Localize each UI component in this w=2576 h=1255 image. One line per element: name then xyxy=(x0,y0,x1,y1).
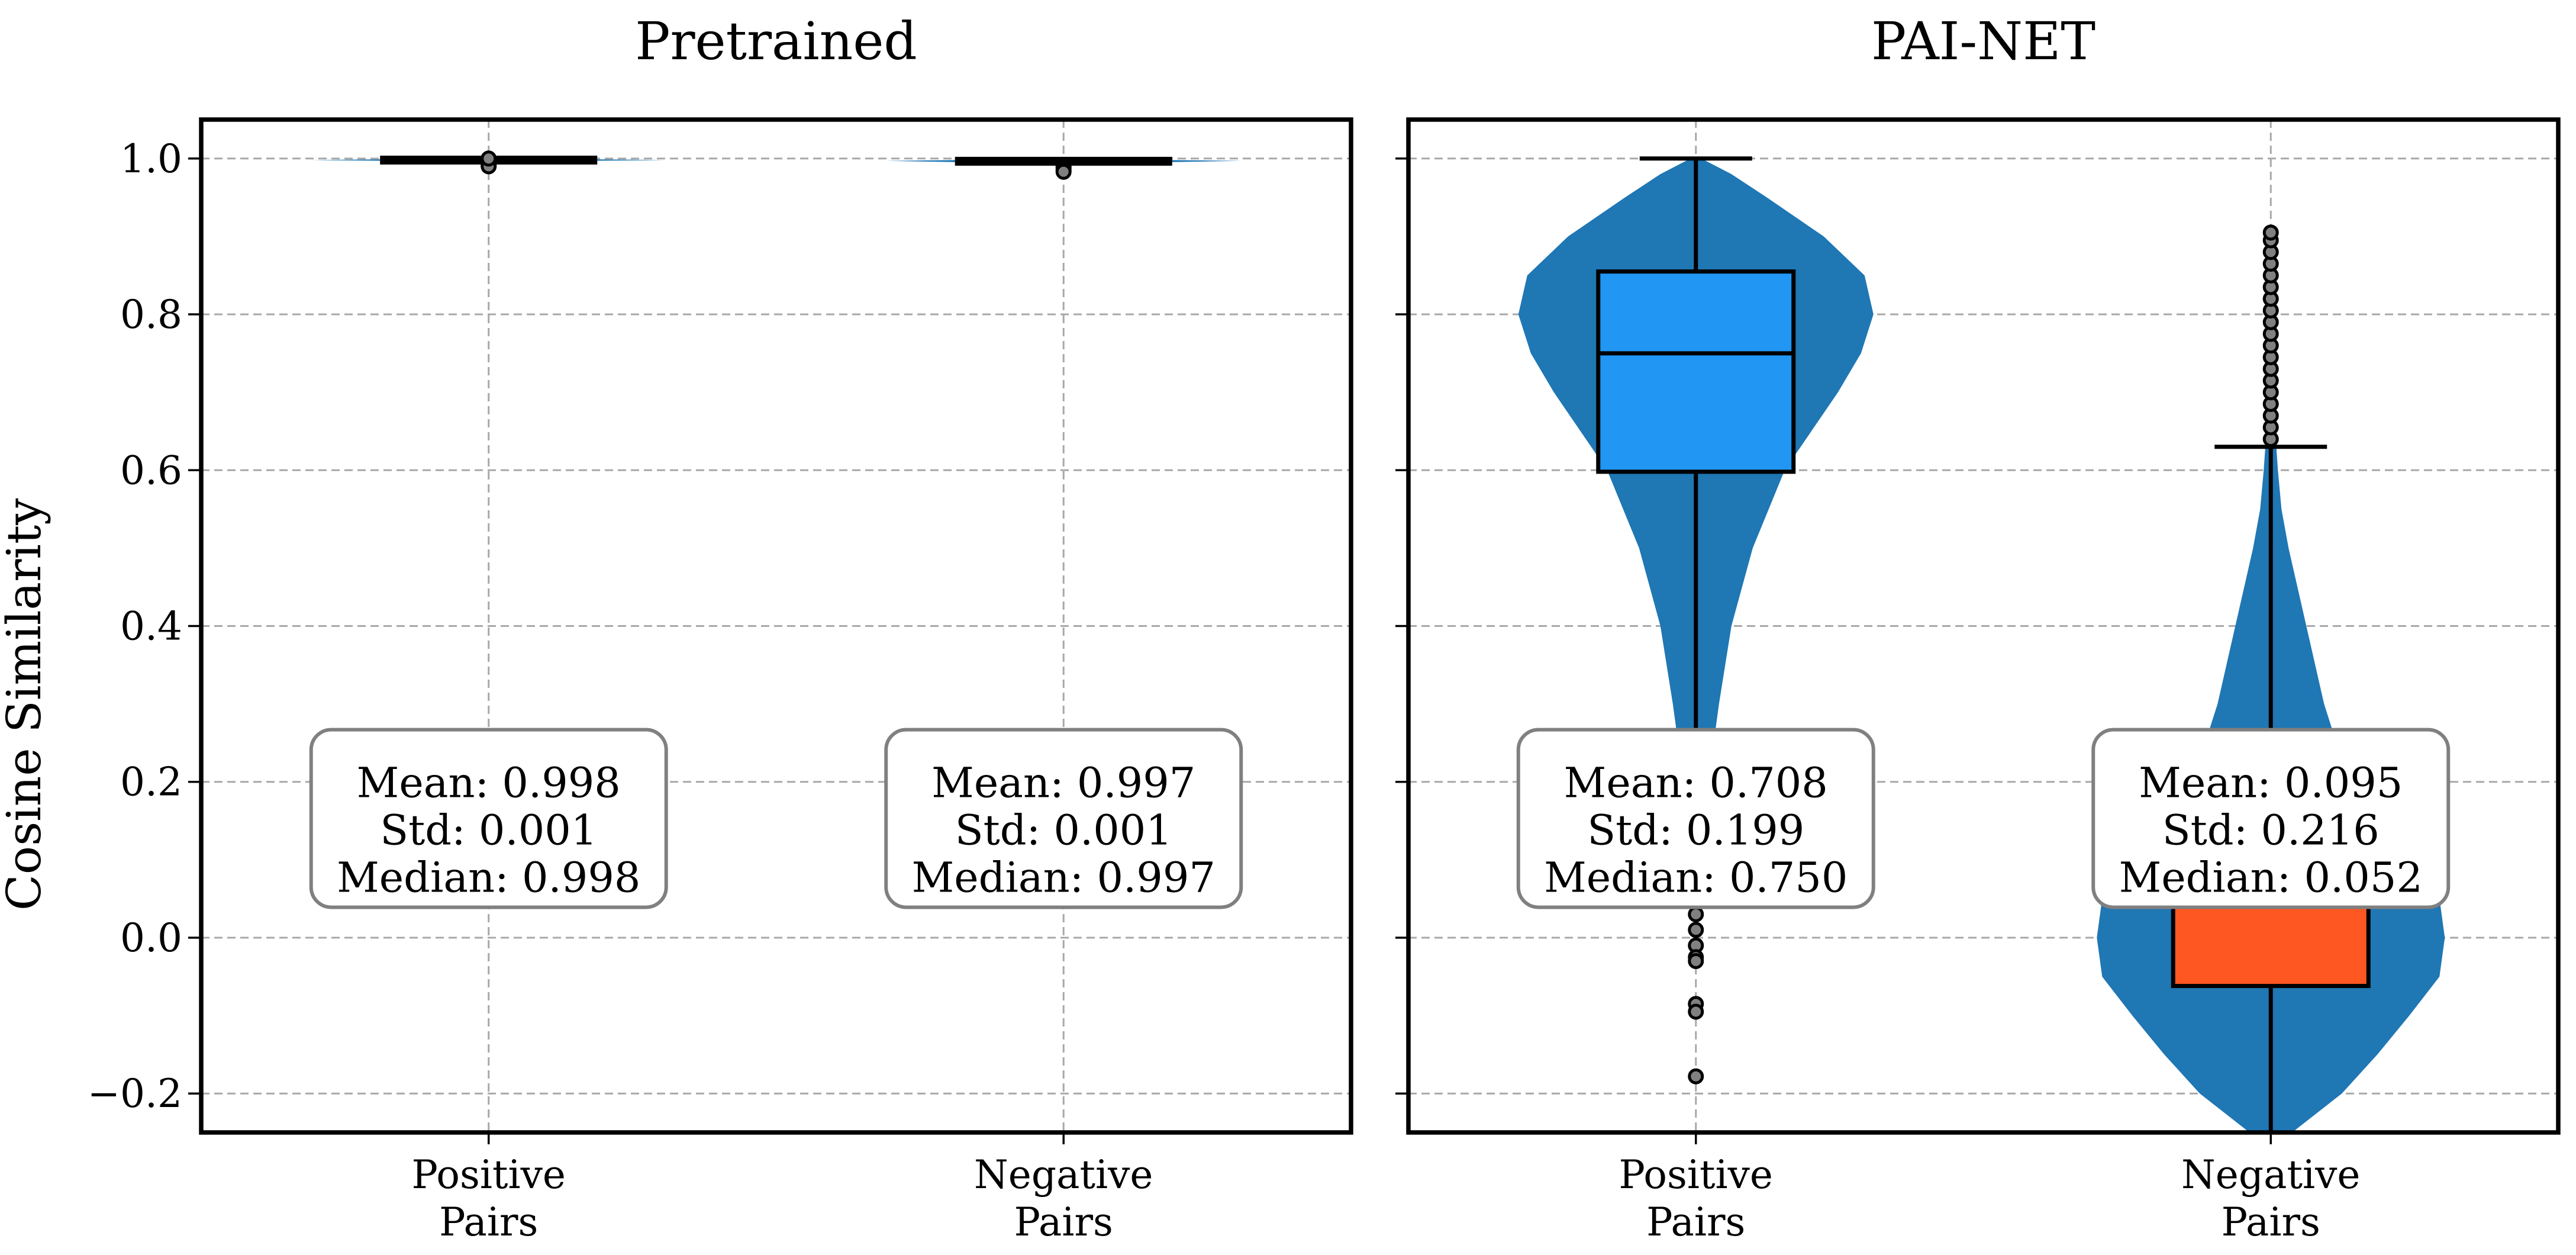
chart-title: Pretrained xyxy=(635,11,917,72)
panels: Pretrained −0.2 0.0 0.2 0.4 0.6 0.8 1.0 Mean: 0.… xyxy=(88,11,2561,1245)
plot-area xyxy=(311,150,1242,180)
outlier-point xyxy=(1688,952,1704,969)
stats-box xyxy=(2091,728,2451,909)
y-tick-label: 0.6 xyxy=(120,448,182,493)
x-tick-label: Pairs xyxy=(1014,1199,1113,1245)
outlier-point xyxy=(1688,1003,1704,1020)
stats-box xyxy=(884,728,1243,909)
outlier-point xyxy=(2262,224,2279,241)
chart-title: PAI-NET xyxy=(1871,11,2095,72)
y-tick-label: 0.0 xyxy=(120,915,182,961)
stats-mean: Mean: 0.997 xyxy=(931,759,1195,807)
y-tick-label: 1.0 xyxy=(120,136,182,182)
outlier-point xyxy=(1688,922,1704,938)
group-positive-pairs xyxy=(1518,156,1874,1085)
stats-box xyxy=(309,728,668,909)
y-tick-label: 0.8 xyxy=(120,292,182,337)
stats-mean: Mean: 0.095 xyxy=(2139,759,2403,807)
x-tick-label: Negative xyxy=(974,1152,1153,1198)
stats-median: Median: 0.052 xyxy=(2119,854,2423,902)
plot-area xyxy=(1518,156,2445,1132)
stats-std: Std: 0.199 xyxy=(1587,806,1804,855)
x-tick-label: Negative xyxy=(2181,1152,2360,1198)
outlier-point xyxy=(1055,163,1072,180)
axes-frame xyxy=(1406,117,2561,1135)
y-tick-label: 0.4 xyxy=(120,604,182,649)
group-negative-pairs xyxy=(886,156,1242,180)
x-tick-label: Pairs xyxy=(2222,1199,2320,1245)
panel-pretrained: Pretrained −0.2 0.0 0.2 0.4 0.6 0.8 1.0 Mean: 0.… xyxy=(88,11,1353,1245)
outlier-point xyxy=(1688,1068,1704,1085)
axes-frame xyxy=(199,117,1353,1135)
x-tick-label: Positive xyxy=(412,1152,566,1198)
stats-median: Median: 0.750 xyxy=(1544,854,1848,902)
y-tick-label: 0.2 xyxy=(120,760,182,805)
stats-std: Std: 0.216 xyxy=(2162,806,2380,855)
outlier-point xyxy=(1688,906,1704,922)
x-tick-label: Pairs xyxy=(439,1199,538,1245)
y-axis-label: Cosine Similarity xyxy=(0,498,51,911)
outlier-point xyxy=(481,150,497,167)
stats-mean: Mean: 0.998 xyxy=(357,759,621,807)
stats-std: Std: 0.001 xyxy=(955,806,1172,855)
stats-median: Median: 0.997 xyxy=(912,854,1216,902)
box-iqr xyxy=(1596,269,1796,474)
gridlines xyxy=(201,120,1351,1132)
stats-box xyxy=(1516,728,1875,909)
x-tick-label: Pairs xyxy=(1646,1199,1745,1245)
stats-median: Median: 0.998 xyxy=(337,854,640,902)
x-tick-label: Positive xyxy=(1619,1152,1773,1198)
group-negative-pairs xyxy=(2097,224,2445,1132)
y-tick-label: −0.2 xyxy=(88,1071,182,1116)
stats-mean: Mean: 0.708 xyxy=(1564,759,1828,807)
group-positive-pairs xyxy=(311,150,666,175)
stats-std: Std: 0.001 xyxy=(380,806,597,855)
